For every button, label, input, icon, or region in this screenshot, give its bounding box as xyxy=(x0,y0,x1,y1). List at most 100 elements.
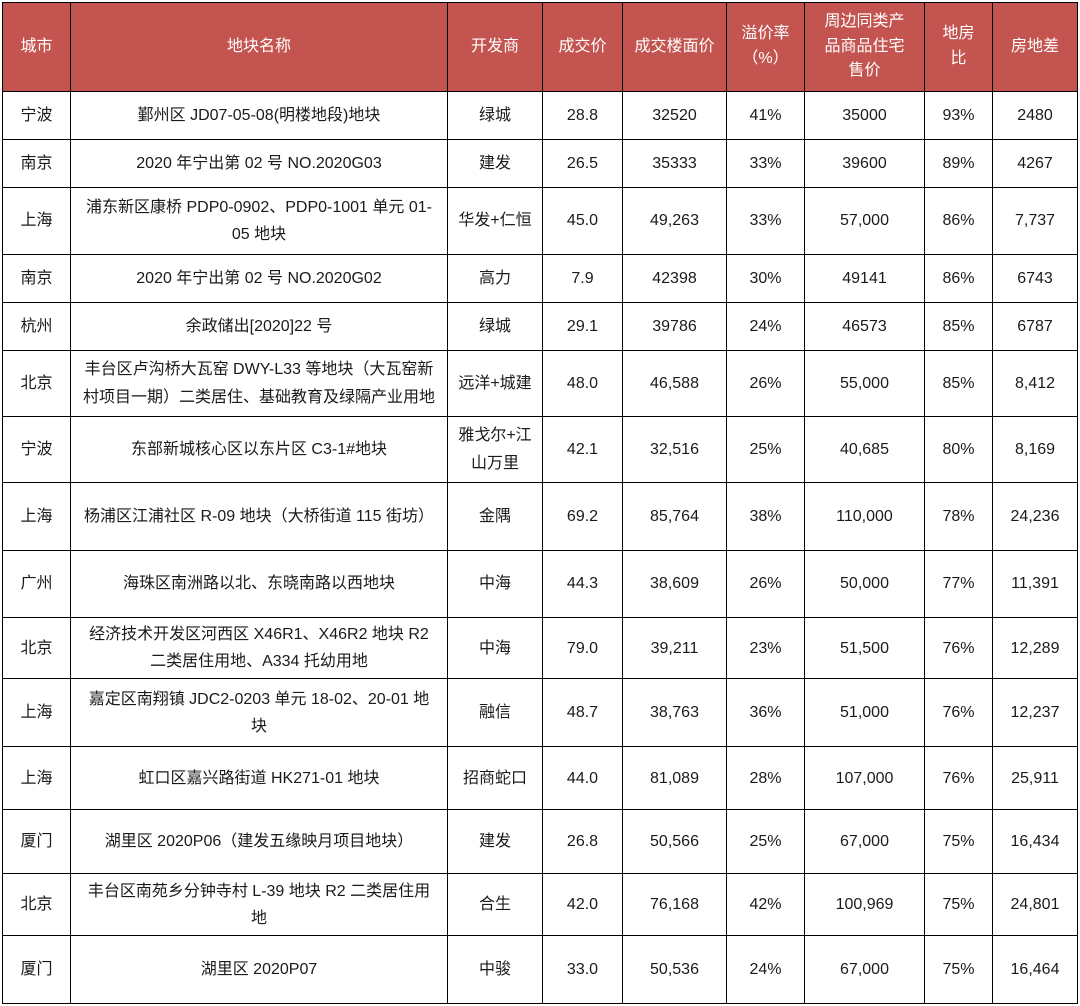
cell-plot-name: 丰台区南苑乡分钟寺村 L-39 地块 R2 二类居住用地 xyxy=(70,873,448,937)
cell-house-land-gap: 8,412 xyxy=(992,350,1078,417)
cell-nearby-home-price: 35000 xyxy=(804,91,925,140)
cell-deal-price: 69.2 xyxy=(542,482,623,551)
cell-nearby-home-price: 46573 xyxy=(804,302,925,351)
cell-nearby-home-price: 51,500 xyxy=(804,616,925,680)
cell-developer: 华发+仁恒 xyxy=(447,187,543,255)
cell-city: 杭州 xyxy=(2,302,71,351)
cell-plot-name: 2020 年宁出第 02 号 NO.2020G02 xyxy=(70,254,448,303)
cell-deal-price: 42.1 xyxy=(542,416,623,483)
cell-house-land-gap: 8,169 xyxy=(992,416,1078,483)
cell-premium-rate: 24% xyxy=(726,935,805,1005)
cell-land-house-ratio: 75% xyxy=(924,935,993,1005)
cell-developer: 融信 xyxy=(447,678,543,748)
cell-deal-price: 48.0 xyxy=(542,350,623,417)
cell-land-house-ratio: 76% xyxy=(924,746,993,811)
cell-floor-price: 50,536 xyxy=(622,935,727,1005)
table-row: 杭州 余政储出[2020]22 号绿城 29.1 39786 24% 46573 85% 67… xyxy=(2,302,1078,351)
cell-premium-rate: 24% xyxy=(726,302,805,351)
cell-house-land-gap: 6787 xyxy=(992,302,1078,351)
cell-nearby-home-price: 39600 xyxy=(804,139,925,188)
cell-house-land-gap: 12,289 xyxy=(992,616,1078,680)
cell-floor-price: 42398 xyxy=(622,254,727,303)
cell-plot-name: 虹口区嘉兴路街道 HK271-01 地块 xyxy=(70,746,448,811)
cell-nearby-home-price: 100,969 xyxy=(804,873,925,937)
cell-house-land-gap: 16,434 xyxy=(992,809,1078,875)
table-row: 北京 丰台区南苑乡分钟寺村 L-39 地块 R2 二类居住用地 合生 42.0 76,1… xyxy=(2,873,1078,937)
cell-deal-price: 48.7 xyxy=(542,678,623,748)
cell-developer: 绿城 xyxy=(447,91,543,140)
cell-floor-price: 39,211 xyxy=(622,616,727,680)
cell-plot-name: 丰台区卢沟桥大瓦窑 DWY-L33 等地块（大瓦窑新村项目一期）二类居住、基础教… xyxy=(70,350,448,417)
cell-plot-name: 2020 年宁出第 02 号 NO.2020G03 xyxy=(70,139,448,188)
cell-premium-rate: 33% xyxy=(726,139,805,188)
cell-deal-price: 26.8 xyxy=(542,809,623,875)
cell-deal-price: 28.8 xyxy=(542,91,623,140)
cell-city: 北京 xyxy=(2,350,71,417)
cell-land-house-ratio: 85% xyxy=(924,302,993,351)
cell-premium-rate: 26% xyxy=(726,550,805,618)
cell-premium-rate: 23% xyxy=(726,616,805,680)
cell-premium-rate: 28% xyxy=(726,746,805,811)
cell-house-land-gap: 24,236 xyxy=(992,482,1078,551)
cell-developer: 金隅 xyxy=(447,482,543,551)
cell-premium-rate: 25% xyxy=(726,416,805,483)
cell-nearby-home-price: 40,685 xyxy=(804,416,925,483)
cell-land-house-ratio: 85% xyxy=(924,350,993,417)
cell-land-house-ratio: 86% xyxy=(924,187,993,255)
cell-nearby-home-price: 49141 xyxy=(804,254,925,303)
cell-land-house-ratio: 93% xyxy=(924,91,993,140)
col-header-plot-name: 地块名称 xyxy=(70,2,448,92)
cell-floor-price: 38,763 xyxy=(622,678,727,748)
col-header-city: 城市 xyxy=(2,2,71,92)
cell-developer: 建发 xyxy=(447,139,543,188)
cell-floor-price: 85,764 xyxy=(622,482,727,551)
cell-land-house-ratio: 76% xyxy=(924,616,993,680)
col-header-house-land-gap: 房地差 xyxy=(992,2,1078,92)
cell-city: 北京 xyxy=(2,616,71,680)
cell-developer: 高力 xyxy=(447,254,543,303)
cell-developer: 绿城 xyxy=(447,302,543,351)
table-row: 宁波 东部新城核心区以东片区 C3-1#地块 雅戈尔+江山万里 42.1 32,516 2… xyxy=(2,416,1078,483)
cell-nearby-home-price: 51,000 xyxy=(804,678,925,748)
cell-developer: 远洋+城建 xyxy=(447,350,543,417)
col-header-floor-price: 成交楼面价 xyxy=(622,2,727,92)
header-row: 城市 地块名称 开发商 成交价 成交楼面价 溢价率（%） 周边同类产品商品住宅售… xyxy=(2,2,1078,92)
cell-plot-name: 浦东新区康桥 PDP0-0902、PDP0-1001 单元 01-05 地块 xyxy=(70,187,448,255)
cell-developer: 招商蛇口 xyxy=(447,746,543,811)
table-header: 城市 地块名称 开发商 成交价 成交楼面价 溢价率（%） 周边同类产品商品住宅售… xyxy=(2,2,1078,92)
cell-nearby-home-price: 50,000 xyxy=(804,550,925,618)
col-header-deal-price: 成交价 xyxy=(542,2,623,92)
cell-nearby-home-price: 110,000 xyxy=(804,482,925,551)
cell-land-house-ratio: 75% xyxy=(924,809,993,875)
table-body: 宁波 鄞州区 JD07-05-08(明楼地段)地块 绿城 28.8 32520 41% 35… xyxy=(2,91,1078,1005)
cell-floor-price: 81,089 xyxy=(622,746,727,811)
cell-house-land-gap: 25,911 xyxy=(992,746,1078,811)
cell-floor-price: 46,588 xyxy=(622,350,727,417)
table-row: 厦门 湖里区 2020P07 中骏 33.0 50,536 24% 67,000 75% 16,… xyxy=(2,935,1078,1005)
col-header-developer: 开发商 xyxy=(447,2,543,92)
table-row: 北京 经济技术开发区河西区 X46R1、X46R2 地块 R2 二类居住用地、A3… xyxy=(2,616,1078,680)
cell-city: 宁波 xyxy=(2,91,71,140)
cell-deal-price: 44.3 xyxy=(542,550,623,618)
cell-nearby-home-price: 55,000 xyxy=(804,350,925,417)
cell-deal-price: 45.0 xyxy=(542,187,623,255)
cell-house-land-gap: 2480 xyxy=(992,91,1078,140)
cell-developer: 中骏 xyxy=(447,935,543,1005)
table-row: 宁波 鄞州区 JD07-05-08(明楼地段)地块 绿城 28.8 32520 41% 35… xyxy=(2,91,1078,140)
cell-house-land-gap: 11,391 xyxy=(992,550,1078,618)
cell-premium-rate: 33% xyxy=(726,187,805,255)
cell-plot-name: 余政储出[2020]22 号 xyxy=(70,302,448,351)
cell-premium-rate: 42% xyxy=(726,873,805,937)
cell-plot-name: 湖里区 2020P07 xyxy=(70,935,448,1005)
cell-floor-price: 38,609 xyxy=(622,550,727,618)
cell-city: 南京 xyxy=(2,254,71,303)
cell-house-land-gap: 6743 xyxy=(992,254,1078,303)
cell-land-house-ratio: 76% xyxy=(924,678,993,748)
cell-land-house-ratio: 89% xyxy=(924,139,993,188)
table-row: 上海 虹口区嘉兴路街道 HK271-01 地块 招商蛇口 44.0 81,089 28% 1… xyxy=(2,746,1078,811)
cell-nearby-home-price: 107,000 xyxy=(804,746,925,811)
cell-land-house-ratio: 80% xyxy=(924,416,993,483)
table-row: 南京 2020 年宁出第 02 号 NO.2020G03 建发 26.5 35333 33… xyxy=(2,139,1078,188)
